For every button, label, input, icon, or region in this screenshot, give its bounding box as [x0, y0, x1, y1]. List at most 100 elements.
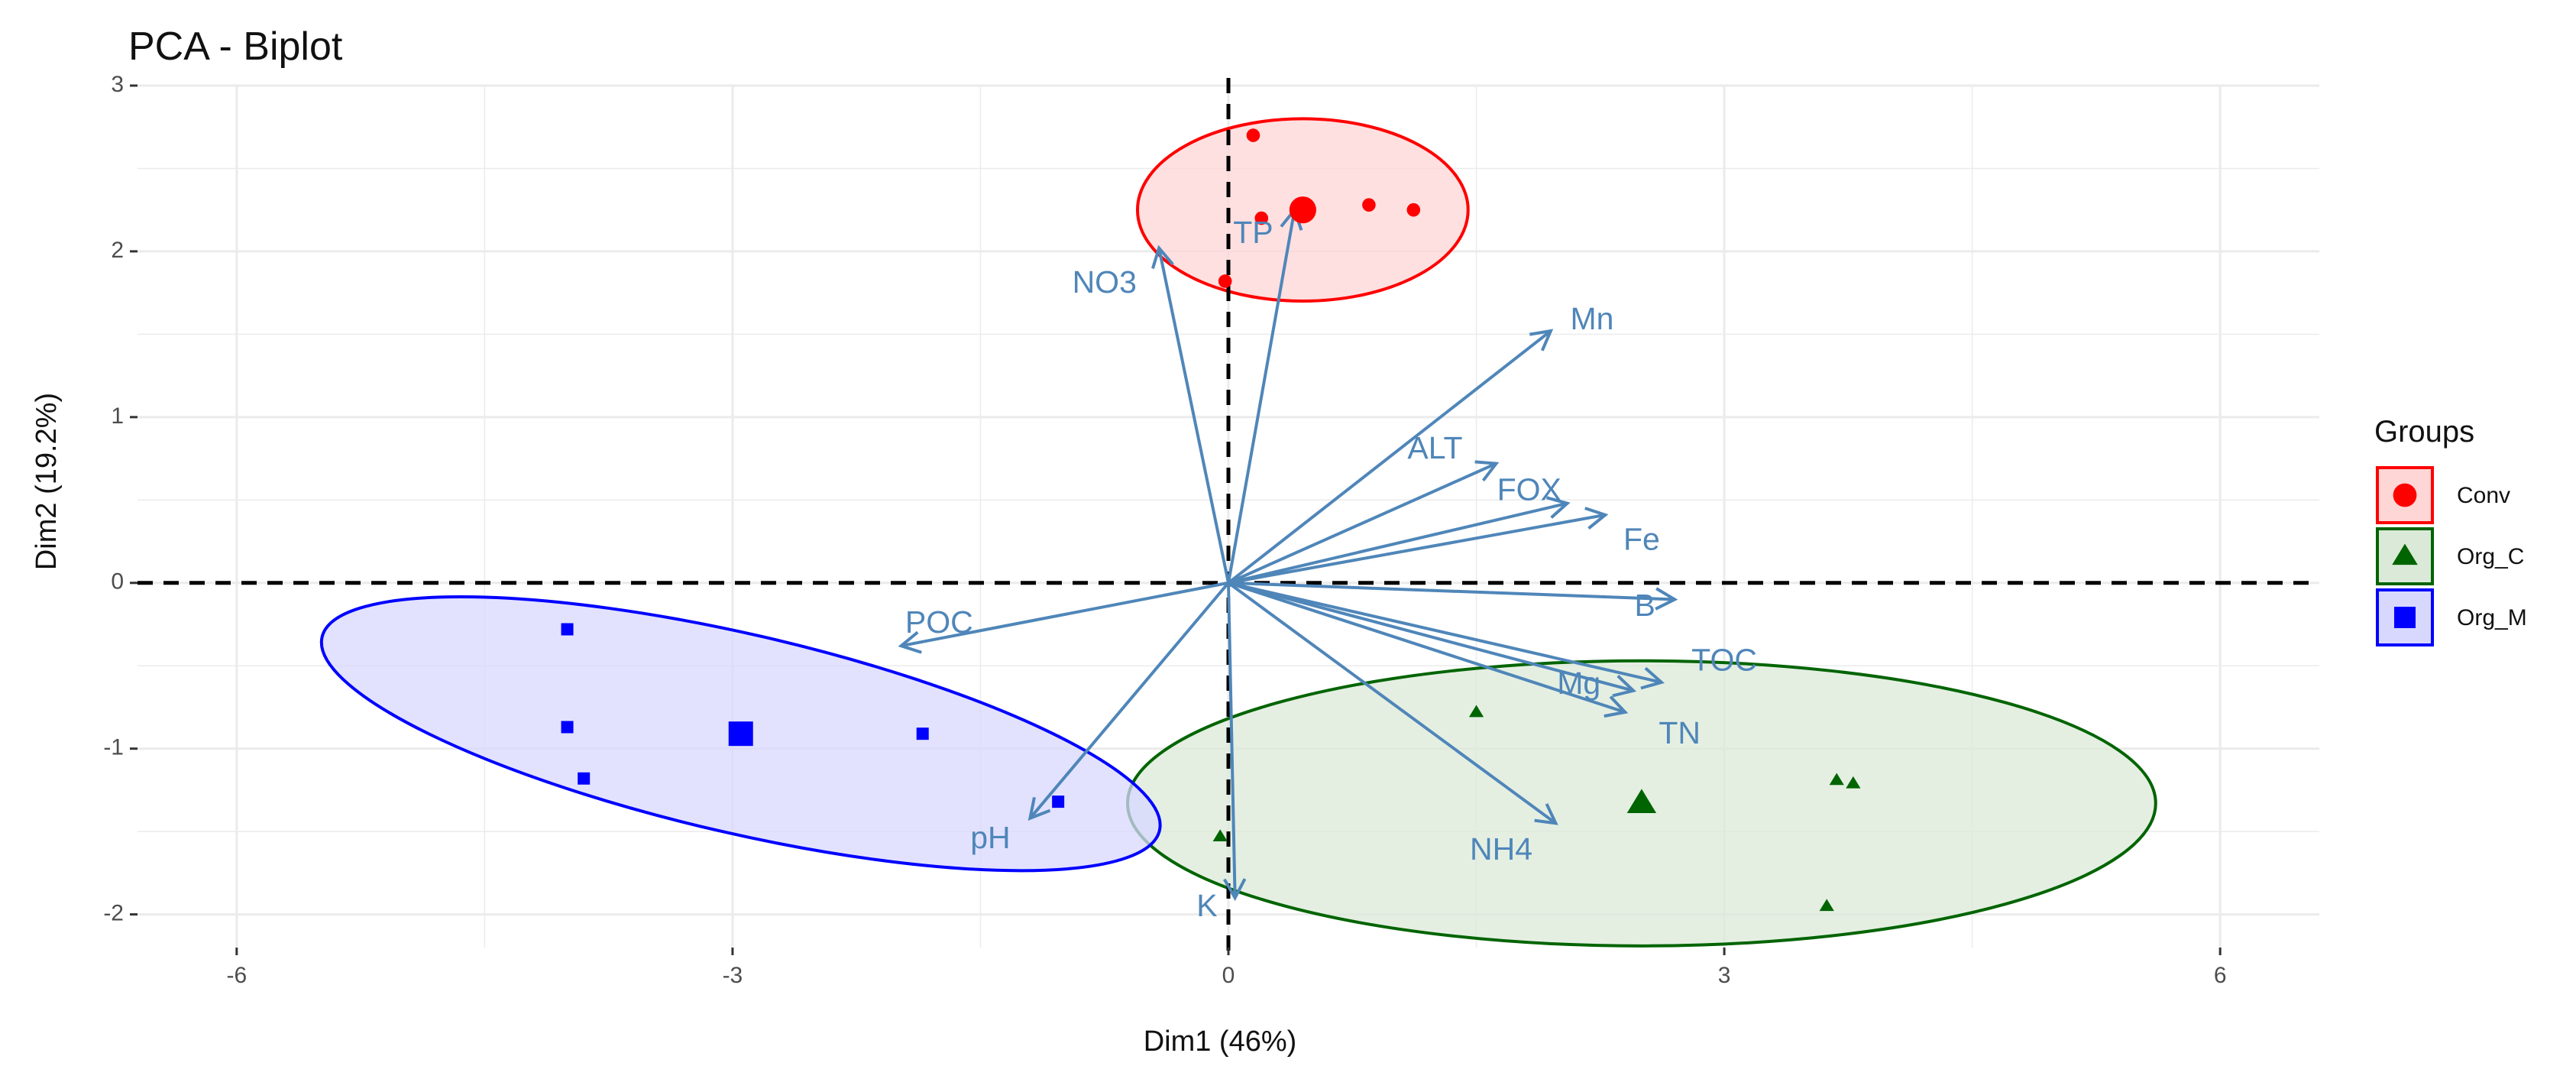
variable-label-fox: FOX: [1497, 471, 1561, 507]
x-tick-label: -6: [226, 963, 247, 988]
arrow-head: [1151, 245, 1174, 269]
arrow-head: [1222, 878, 1247, 902]
arrow-head: [1534, 803, 1558, 825]
variable-arrows: [898, 206, 1678, 902]
arrow-shaft: [1228, 581, 1662, 684]
arrow-shaft: [1228, 581, 1626, 714]
variable-label-mn: Mn: [1571, 301, 1614, 336]
arrow-shaft: [1228, 581, 1634, 692]
variable-label-toc: TOC: [1691, 643, 1757, 678]
point-org-m: [578, 772, 591, 785]
arrow-shaft: [1227, 582, 1557, 825]
arrow-mn: [1227, 329, 1554, 585]
point-org-m: [561, 721, 574, 734]
point-org-m: [561, 623, 574, 636]
y-tick-label: 1: [111, 403, 124, 429]
variable-label-k: K: [1196, 888, 1217, 923]
legend-entry-conv: Conv: [2376, 466, 2510, 524]
point-conv: [1246, 128, 1260, 142]
y-tick-label: 3: [111, 72, 124, 97]
arrow-head: [1640, 666, 1665, 690]
centroid-org-c: [1626, 789, 1657, 814]
variable-label-tp: TP: [1233, 215, 1273, 250]
legend-label: Org_M: [2457, 605, 2527, 630]
arrow-ph: [1027, 582, 1230, 821]
arrow-fox: [1228, 496, 1571, 585]
x-tick-label: 3: [1718, 963, 1731, 988]
legend-entries: Conv Org_C Org_M: [2376, 466, 2527, 646]
variable-label-fe: Fe: [1623, 521, 1660, 556]
arrow-head: [1655, 587, 1678, 611]
variable-labels: TP NO3 Mn ALT FOX Fe B TOC Mg TN NH4 POC pH K: [905, 215, 1757, 923]
arrow-shaft: [1228, 462, 1497, 585]
arrow-poc: [898, 581, 1229, 654]
legend-label: Org_C: [2457, 544, 2524, 569]
arrow-head: [898, 630, 922, 654]
y-axis-label: Dim2 (19.2%): [31, 393, 63, 570]
point-conv: [1362, 198, 1376, 212]
centroid-conv: [1289, 196, 1316, 224]
variable-label-tn: TN: [1659, 715, 1701, 750]
arrow-head: [1027, 796, 1051, 821]
arrow-head: [1546, 496, 1571, 519]
point-conv: [1254, 211, 1269, 225]
x-tick-label: 6: [2214, 963, 2227, 988]
arrow-alt: [1228, 460, 1500, 585]
legend-triangle-icon: [2392, 543, 2418, 565]
point-org-m: [916, 727, 929, 740]
centroid-org-m: [728, 721, 753, 747]
axis-ticks: -6 -3 0 3 6 -2 -1 0 1 2 3: [103, 72, 2226, 988]
arrow-shaft: [1028, 582, 1230, 820]
arrow-k: [1222, 582, 1247, 902]
x-tick-label: -3: [723, 963, 743, 988]
variable-label-poc: POC: [905, 604, 973, 640]
point-org-c: [1846, 776, 1861, 789]
legend-entry-org-c: Org_C: [2376, 527, 2524, 585]
point-org-c: [1829, 773, 1844, 786]
arrow-shaft: [1228, 513, 1606, 585]
legend-square-icon: [2394, 607, 2416, 628]
x-tick-label: 0: [1222, 963, 1235, 988]
point-conv: [1218, 274, 1232, 288]
arrow-head: [1612, 675, 1637, 698]
legend-label: Conv: [2457, 483, 2510, 508]
arrow-fe: [1228, 507, 1609, 585]
arrow-nh4: [1227, 582, 1558, 825]
legend-title: Groups: [2374, 415, 2474, 449]
variable-label-ph: pH: [970, 820, 1010, 855]
variable-label-alt: ALT: [1407, 430, 1462, 465]
legend-circle-icon: [2393, 483, 2417, 507]
arrow-shaft: [901, 581, 1229, 648]
point-org-c: [1468, 705, 1484, 718]
arrow-tn: [1228, 581, 1629, 718]
arrow-shaft: [1228, 581, 1675, 601]
arrow-shaft: [1227, 209, 1296, 584]
y-tick-label: 0: [111, 569, 124, 595]
variable-label-no3: NO3: [1073, 264, 1137, 300]
x-axis-label: Dim1 (46%): [1144, 1026, 1297, 1058]
arrow-b: [1228, 581, 1678, 611]
arrow-shaft: [1227, 329, 1552, 585]
arrow-shaft: [1157, 248, 1230, 584]
point-org-m: [1052, 795, 1065, 808]
point-org-c: [1819, 899, 1834, 912]
arrow-no3: [1151, 245, 1230, 584]
y-tick-label: -1: [103, 735, 124, 760]
individual-points: [561, 128, 1861, 912]
point-org-c: [1212, 829, 1228, 842]
arrow-toc: [1228, 581, 1665, 690]
variable-label-mg: Mg: [1557, 666, 1600, 701]
variable-label-b: B: [1635, 588, 1655, 623]
point-conv: [1406, 203, 1421, 217]
y-tick-label: 2: [111, 238, 124, 263]
arrow-shaft: [1227, 582, 1237, 898]
variable-label-nh4: NH4: [1470, 831, 1532, 867]
arrow-shaft: [1228, 501, 1568, 585]
arrow-head: [1474, 460, 1500, 482]
arrow-head: [1584, 507, 1609, 530]
y-tick-label: -2: [103, 901, 124, 926]
legend-entry-org-m: Org_M: [2376, 588, 2527, 646]
arrow-head: [1604, 695, 1629, 718]
chart-title: PCA - Biplot: [128, 24, 343, 69]
